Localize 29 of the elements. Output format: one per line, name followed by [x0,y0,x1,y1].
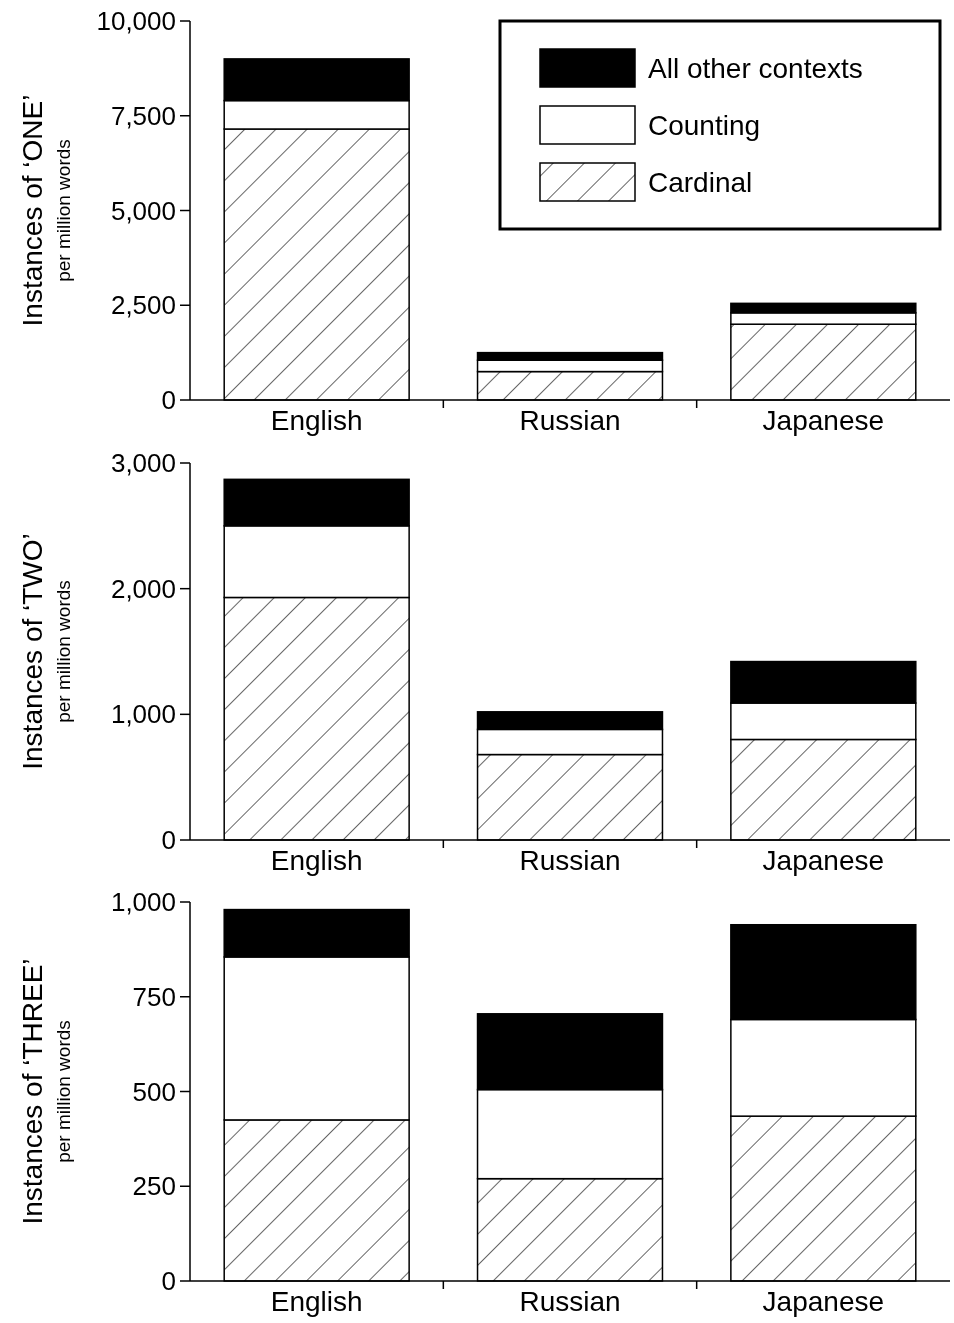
y-tick-label: 7,500 [110,100,176,131]
x-tick-label: Japanese [762,405,885,436]
x-tick-label: English [270,405,363,436]
x-tick-label: Japanese [762,1286,885,1317]
legend-label: Counting [648,109,761,141]
legend-label: Cardinal [648,166,753,198]
y-tick-label: 750 [132,981,176,1012]
x-tick-label: Russian [519,405,621,436]
legend-label: All other contexts [648,52,863,84]
x-tick-label: Russian [519,845,621,876]
y-tick-label: 0 [161,385,176,416]
y-tick-label: 3,000 [110,448,176,479]
y-tick-label: 2,500 [110,290,176,321]
x-tick-label: English [270,1286,363,1317]
y-tick-label: 10,000 [96,6,176,37]
y-tick-label: 1,000 [110,699,176,730]
y-axis-title: Instances of ‘ONE’ per million words [17,94,74,327]
x-tick-label: English [270,845,363,876]
y-tick-label: 250 [132,1171,176,1202]
y-tick-label: 5,000 [110,195,176,226]
y-tick-label: 0 [161,1266,176,1297]
y-tick-label: 500 [132,1076,176,1107]
y-tick-label: 2,000 [110,573,176,604]
y-tick-label: 1,000 [110,887,176,918]
y-tick-label: 0 [161,825,176,856]
x-tick-label: Japanese [762,845,885,876]
y-axis-title: Instances of ‘TWO’ per million words [17,533,74,770]
y-axis-title: Instances of ‘THREE’ per million words [17,958,74,1225]
x-tick-label: Russian [519,1286,621,1317]
